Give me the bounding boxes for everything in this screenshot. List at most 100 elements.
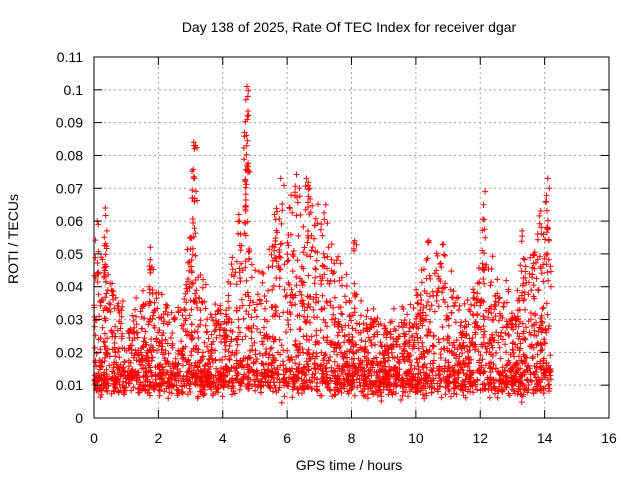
data-point [225, 348, 232, 355]
data-point [253, 313, 260, 320]
data-point [241, 156, 248, 163]
data-point [294, 199, 301, 206]
data-point [417, 307, 424, 314]
data-point [396, 360, 403, 367]
data-point [506, 367, 513, 373]
data-point [188, 332, 195, 339]
data-point [395, 323, 402, 330]
data-point [233, 372, 240, 379]
data-point [544, 311, 551, 318]
data-point [364, 307, 371, 314]
data-point [534, 256, 541, 263]
data-point [122, 375, 129, 382]
data-point [156, 372, 163, 379]
data-point [510, 382, 516, 389]
data-point [283, 329, 289, 335]
data-point [361, 381, 368, 387]
data-point [257, 329, 264, 336]
y-tick-label: 0.02 [56, 344, 83, 360]
data-point [110, 364, 117, 371]
data-point [514, 297, 521, 304]
data-point [329, 338, 336, 345]
data-point [503, 349, 510, 356]
data-point [185, 278, 191, 285]
data-point [295, 232, 302, 239]
data-point [291, 375, 297, 382]
data-point [159, 363, 166, 370]
x-axis-label: GPS time / hours [296, 457, 403, 473]
data-point [235, 333, 242, 340]
data-point [356, 360, 363, 367]
data-point [401, 333, 408, 340]
data-point [298, 278, 305, 285]
data-point [252, 307, 259, 314]
data-point [471, 289, 477, 296]
data-point [192, 230, 199, 237]
data-point [204, 382, 211, 389]
data-point [479, 260, 486, 267]
data-point [104, 287, 111, 294]
data-point [441, 251, 448, 258]
data-point [459, 342, 466, 349]
data-point [531, 249, 538, 256]
data-point [508, 375, 514, 382]
data-point [146, 389, 153, 396]
data-point [349, 325, 356, 332]
data-point [97, 346, 104, 353]
data-point [153, 295, 160, 302]
data-point [105, 271, 112, 278]
data-point [498, 380, 505, 387]
data-point [490, 337, 497, 344]
data-point [311, 361, 318, 368]
data-point [497, 355, 504, 362]
data-point [509, 310, 515, 317]
data-point [237, 329, 243, 336]
data-point [166, 319, 173, 326]
data-point [508, 320, 515, 327]
data-point [304, 361, 311, 367]
data-point [213, 334, 220, 341]
x-tick-label: 4 [219, 430, 227, 446]
data-point [522, 368, 528, 375]
data-point [546, 323, 552, 329]
data-point [254, 383, 261, 390]
data-point [419, 339, 426, 346]
data-point [536, 212, 543, 219]
data-point [531, 332, 538, 339]
data-point [145, 321, 152, 328]
data-point [308, 333, 315, 340]
data-point [444, 345, 450, 352]
data-point [428, 367, 435, 374]
data-point [187, 246, 194, 253]
data-point [113, 379, 120, 386]
data-point [527, 377, 534, 384]
data-point [429, 368, 436, 375]
data-point [499, 336, 506, 343]
data-point [244, 137, 251, 144]
data-point [380, 368, 387, 375]
data-point [217, 369, 224, 376]
data-point [190, 280, 197, 287]
data-point [417, 379, 424, 386]
data-point [179, 383, 186, 390]
data-point [111, 369, 118, 376]
data-point [304, 239, 311, 246]
data-point [350, 245, 357, 252]
data-point [425, 239, 432, 246]
data-point [93, 317, 100, 324]
data-point [405, 371, 412, 378]
data-point [180, 355, 186, 362]
data-point [331, 260, 338, 267]
data-point [481, 280, 488, 287]
data-point [439, 285, 446, 292]
data-point [146, 392, 153, 399]
data-point [368, 342, 375, 349]
data-point [188, 235, 195, 242]
data-point [212, 301, 219, 308]
data-point [330, 270, 336, 277]
data-point [504, 381, 511, 388]
data-point [196, 295, 203, 302]
data-point [348, 317, 354, 324]
data-point [294, 257, 301, 264]
data-point [147, 299, 154, 306]
